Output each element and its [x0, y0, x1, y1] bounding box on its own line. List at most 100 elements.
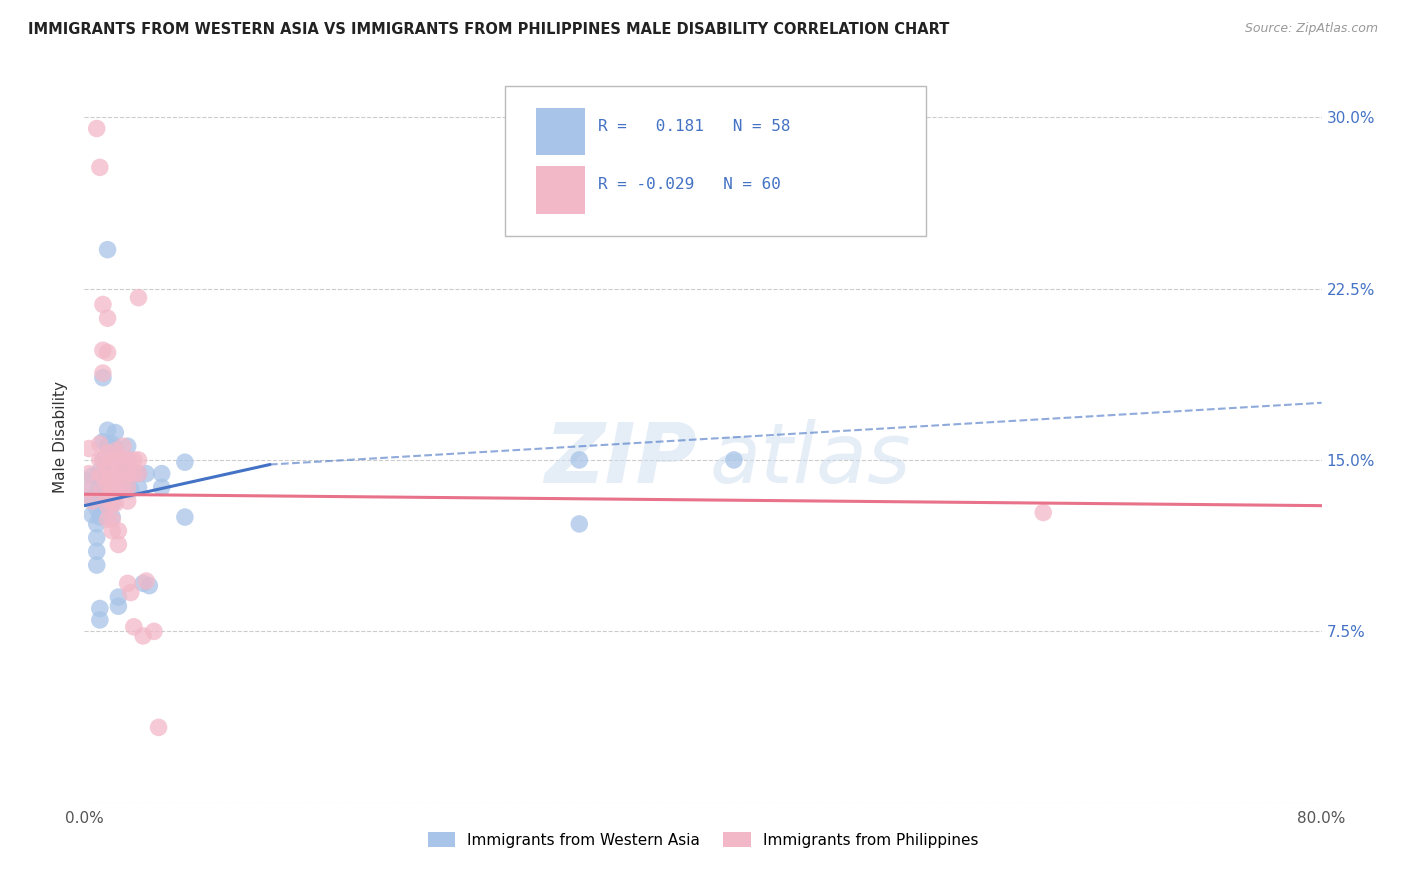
Point: [107, 599, 129, 614]
Point: [122, 453, 145, 467]
Point: [82, 491, 104, 506]
Point: [86, 121, 108, 136]
Point: [104, 496, 127, 510]
Point: [89, 469, 111, 483]
Point: [723, 453, 745, 467]
Point: [86, 544, 108, 558]
Point: [104, 483, 127, 497]
Point: [86, 558, 108, 573]
Point: [568, 453, 591, 467]
Text: Source: ZipAtlas.com: Source: ZipAtlas.com: [1244, 22, 1378, 36]
Point: [104, 442, 127, 456]
Point: [91, 469, 114, 483]
Point: [101, 524, 124, 538]
Point: [127, 467, 149, 481]
Y-axis label: Male Disability: Male Disability: [53, 381, 69, 493]
Point: [112, 483, 135, 497]
Point: [96, 423, 118, 437]
Point: [117, 494, 139, 508]
FancyBboxPatch shape: [505, 86, 925, 236]
Point: [86, 500, 108, 515]
Point: [117, 576, 139, 591]
Point: [127, 291, 149, 305]
Point: [96, 462, 118, 476]
Point: [112, 453, 135, 467]
Point: [89, 510, 111, 524]
Point: [96, 311, 118, 326]
Point: [132, 576, 155, 591]
Point: [91, 453, 114, 467]
Point: [117, 453, 139, 467]
Point: [112, 469, 135, 483]
Point: [101, 469, 124, 483]
Point: [127, 453, 149, 467]
Point: [75, 483, 97, 497]
Point: [117, 439, 139, 453]
Text: IMMIGRANTS FROM WESTERN ASIA VS IMMIGRANTS FROM PHILIPPINES MALE DISABILITY CORR: IMMIGRANTS FROM WESTERN ASIA VS IMMIGRAN…: [28, 22, 949, 37]
Point: [174, 455, 197, 469]
Point: [82, 508, 104, 522]
Point: [91, 483, 114, 497]
Point: [112, 467, 135, 481]
Point: [86, 531, 108, 545]
Point: [101, 453, 124, 467]
Point: [89, 613, 111, 627]
Point: [89, 437, 111, 451]
Point: [89, 494, 111, 508]
Point: [91, 366, 114, 380]
Point: [120, 469, 142, 483]
Point: [117, 469, 139, 483]
Point: [101, 453, 124, 467]
Point: [148, 720, 170, 734]
Point: [91, 483, 114, 497]
Point: [86, 516, 108, 531]
Point: [96, 446, 118, 460]
Point: [91, 297, 114, 311]
Point: [89, 161, 111, 175]
Point: [101, 483, 124, 497]
Point: [150, 467, 173, 481]
Text: R = -0.029   N = 60: R = -0.029 N = 60: [598, 178, 780, 193]
Point: [138, 579, 160, 593]
Point: [1032, 506, 1054, 520]
Point: [104, 455, 127, 469]
Point: [86, 485, 108, 500]
Point: [132, 629, 155, 643]
Point: [127, 480, 149, 494]
Point: [96, 512, 118, 526]
Point: [101, 510, 124, 524]
Point: [89, 601, 111, 615]
Point: [101, 496, 124, 510]
Bar: [536, 108, 585, 155]
Point: [120, 585, 142, 599]
Point: [96, 483, 118, 497]
Point: [77, 467, 100, 481]
Point: [120, 483, 142, 497]
Point: [101, 469, 124, 483]
Point: [96, 478, 118, 492]
Point: [143, 624, 166, 639]
Point: [91, 496, 114, 510]
Point: [104, 425, 127, 440]
Point: [568, 516, 591, 531]
Point: [96, 439, 118, 453]
Point: [89, 480, 111, 494]
Point: [117, 467, 139, 481]
Point: [77, 483, 100, 497]
Point: [96, 455, 118, 469]
Point: [82, 469, 104, 483]
Point: [135, 574, 157, 588]
Point: [96, 345, 118, 359]
Text: atlas: atlas: [709, 418, 911, 500]
Point: [127, 467, 149, 481]
Point: [174, 510, 197, 524]
Point: [104, 469, 127, 483]
Point: [117, 480, 139, 494]
Point: [96, 491, 118, 506]
Point: [82, 494, 104, 508]
Point: [107, 524, 129, 538]
Point: [104, 469, 127, 483]
Point: [101, 483, 124, 497]
Point: [89, 453, 111, 467]
Point: [107, 537, 129, 551]
